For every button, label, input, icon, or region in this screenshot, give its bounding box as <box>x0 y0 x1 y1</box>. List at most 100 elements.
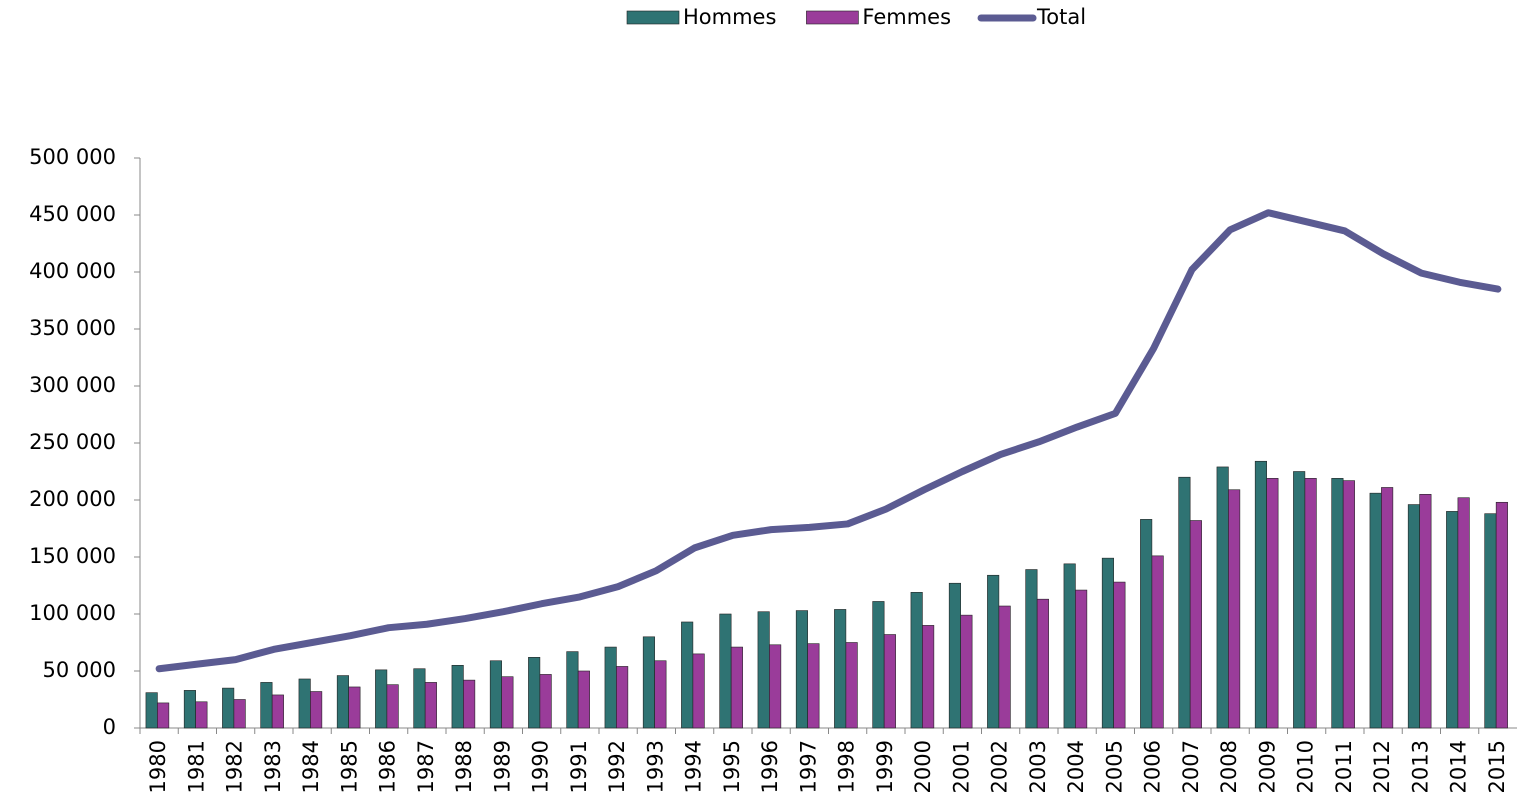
y-tick-label: 450 000 <box>29 202 116 226</box>
bar <box>386 684 399 729</box>
bar <box>157 702 170 729</box>
bar <box>1151 555 1164 729</box>
bar <box>1113 581 1126 729</box>
x-tick-label: 1991 <box>567 740 591 793</box>
x-tick-label: 1982 <box>223 740 247 793</box>
bar <box>298 678 311 729</box>
bar <box>222 687 235 729</box>
x-tick-label: 2006 <box>1141 740 1165 793</box>
bar <box>1228 489 1241 729</box>
bar <box>960 614 973 729</box>
y-tick-label: 350 000 <box>29 316 116 340</box>
x-tick-label: 2015 <box>1485 740 1509 793</box>
legend-label: Total <box>1036 5 1086 29</box>
x-tick-label: 2005 <box>1102 740 1126 793</box>
bar <box>1446 511 1459 729</box>
bar <box>1025 569 1038 729</box>
bar <box>757 611 770 729</box>
bar <box>730 646 743 729</box>
bar <box>1381 487 1394 729</box>
bar <box>1140 519 1153 729</box>
bar <box>310 691 323 729</box>
bar <box>883 634 896 729</box>
bar <box>998 605 1011 729</box>
bar <box>566 651 579 729</box>
bar <box>1495 501 1508 729</box>
bar <box>1189 520 1202 729</box>
bar <box>1407 504 1420 729</box>
bar <box>233 699 246 729</box>
x-tick-label: 1997 <box>796 740 820 793</box>
x-tick-label: 1981 <box>184 740 208 793</box>
x-tick-label: 2009 <box>1255 740 1279 793</box>
bar <box>1457 497 1470 729</box>
y-tick-label: 50 000 <box>43 658 116 682</box>
x-tick-label: 1989 <box>490 740 514 793</box>
bar <box>195 701 208 729</box>
bar <box>577 670 590 729</box>
bar <box>1266 478 1279 729</box>
x-tick-label: 1999 <box>873 740 897 793</box>
bar <box>807 643 820 729</box>
bar <box>1075 589 1088 729</box>
bar <box>1036 598 1049 729</box>
y-tick-label: 500 000 <box>29 145 116 169</box>
bar <box>769 644 782 729</box>
bar <box>489 660 502 729</box>
x-tick-label: 2012 <box>1370 740 1394 793</box>
bar <box>987 574 1000 729</box>
x-tick-label: 1980 <box>146 740 170 793</box>
x-tick-label: 2000 <box>911 740 935 793</box>
bar <box>681 621 694 729</box>
y-tick-label: 150 000 <box>29 544 116 568</box>
x-tick-label: 1996 <box>758 740 782 793</box>
x-tick-label: 2011 <box>1332 740 1356 793</box>
legend-label: Hommes <box>683 5 776 29</box>
y-tick-label: 0 <box>103 715 116 739</box>
bar <box>1216 466 1229 729</box>
bar <box>834 609 847 729</box>
y-tick-label: 400 000 <box>29 259 116 283</box>
legend-label: Femmes <box>862 5 951 29</box>
y-tick-label: 100 000 <box>29 601 116 625</box>
line <box>155 209 1502 673</box>
y-tick-label: 300 000 <box>29 373 116 397</box>
bar <box>1178 476 1191 729</box>
bar <box>528 657 541 729</box>
bar <box>719 613 732 729</box>
bar <box>424 682 437 729</box>
x-tick-label: 1987 <box>414 740 438 793</box>
bar <box>271 694 284 729</box>
bar <box>336 675 349 729</box>
bar <box>375 669 388 729</box>
x-tick-label: 2013 <box>1408 740 1432 793</box>
y-tick-label: 250 000 <box>29 430 116 454</box>
bar <box>463 679 476 729</box>
bar <box>183 690 196 729</box>
bar <box>872 601 885 729</box>
bar <box>1369 492 1382 729</box>
bar <box>1419 493 1432 729</box>
x-tick-label: 2014 <box>1447 740 1471 793</box>
x-tick-label: 1995 <box>720 740 744 793</box>
x-tick-label: 1990 <box>529 740 553 793</box>
y-tick-label: 200 000 <box>29 487 116 511</box>
bar <box>948 582 961 729</box>
bar <box>1484 513 1497 729</box>
bar <box>1063 563 1076 729</box>
x-tick-label: 1985 <box>337 740 361 793</box>
bar <box>845 642 858 729</box>
x-tick-label: 1994 <box>682 740 706 793</box>
x-tick-label: 1983 <box>261 740 285 793</box>
bar <box>616 666 629 729</box>
x-tick-label: 2010 <box>1294 740 1318 793</box>
x-tick-label: 1998 <box>835 740 859 793</box>
bar <box>654 660 667 729</box>
x-tick-label: 1984 <box>299 740 323 793</box>
x-tick-label: 2007 <box>1179 740 1203 793</box>
x-tick-label: 2004 <box>1064 740 1088 793</box>
x-tick-label: 2002 <box>988 740 1012 793</box>
bar <box>922 625 935 729</box>
bar <box>795 610 808 729</box>
bar <box>1331 478 1344 729</box>
